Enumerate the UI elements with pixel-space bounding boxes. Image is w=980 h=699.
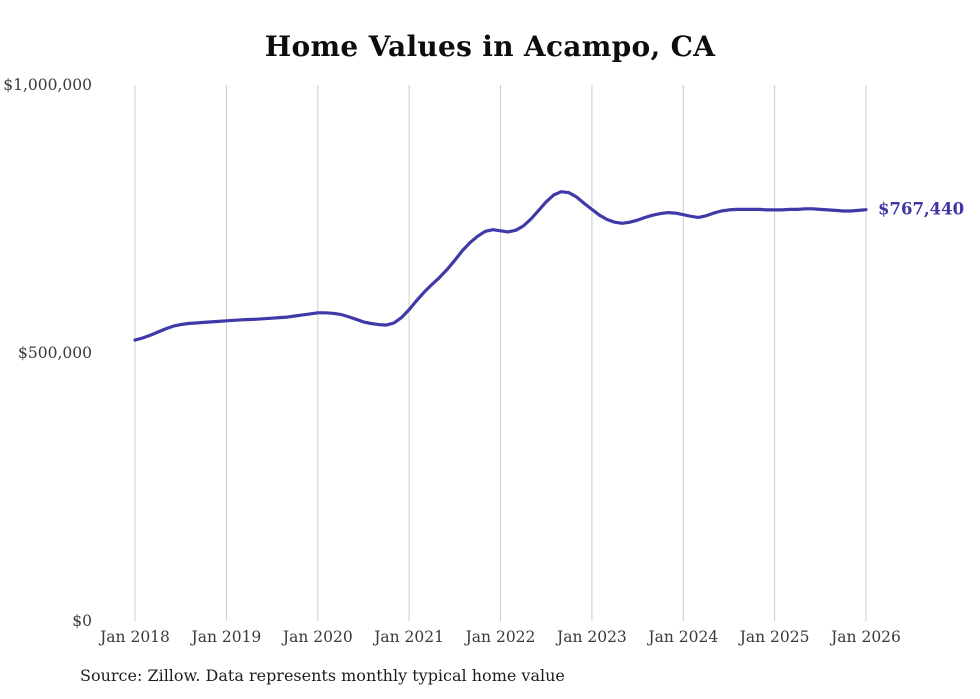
- x-tick-label: Jan 2024: [646, 628, 718, 646]
- source-note: Source: Zillow. Data represents monthly …: [80, 666, 565, 685]
- x-tick-label: Jan 2023: [555, 628, 627, 646]
- y-tick-label: $0: [72, 612, 92, 630]
- x-tick-label: Jan 2019: [189, 628, 261, 646]
- x-tick-label: Jan 2020: [281, 628, 353, 646]
- chart-title: Home Values in Acampo, CA: [264, 30, 716, 63]
- y-tick-label: $500,000: [18, 344, 92, 362]
- x-tick-label: Jan 2026: [829, 628, 901, 646]
- x-tick-label: Jan 2021: [372, 628, 444, 646]
- x-tick-label: Jan 2025: [738, 628, 810, 646]
- home-value-line: [133, 190, 868, 342]
- x-tick-label: Jan 2018: [98, 628, 170, 646]
- current-value-label: $767,440: [878, 200, 964, 219]
- x-tick-label: Jan 2022: [464, 628, 536, 646]
- y-tick-label: $1,000,000: [3, 76, 92, 94]
